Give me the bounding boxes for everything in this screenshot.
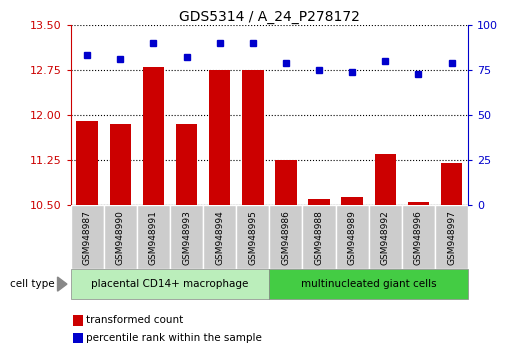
Text: GSM948988: GSM948988	[314, 210, 324, 265]
Text: GSM948995: GSM948995	[248, 210, 257, 265]
FancyBboxPatch shape	[236, 205, 269, 269]
FancyBboxPatch shape	[104, 205, 137, 269]
Text: GSM948993: GSM948993	[182, 210, 191, 265]
FancyBboxPatch shape	[402, 205, 435, 269]
Text: GSM948986: GSM948986	[281, 210, 290, 265]
Text: GSM948990: GSM948990	[116, 210, 125, 265]
FancyBboxPatch shape	[137, 205, 170, 269]
FancyBboxPatch shape	[203, 205, 236, 269]
Text: cell type: cell type	[10, 279, 55, 289]
Text: placental CD14+ macrophage: placental CD14+ macrophage	[92, 279, 248, 289]
Bar	[76, 121, 98, 205]
Text: transformed count: transformed count	[86, 315, 184, 325]
Bar	[275, 160, 297, 205]
Text: GSM948987: GSM948987	[83, 210, 92, 265]
Title: GDS5314 / A_24_P278172: GDS5314 / A_24_P278172	[179, 10, 360, 24]
FancyBboxPatch shape	[369, 205, 402, 269]
FancyBboxPatch shape	[71, 269, 269, 299]
Bar	[109, 124, 131, 205]
FancyBboxPatch shape	[269, 205, 302, 269]
Bar	[441, 163, 462, 205]
FancyBboxPatch shape	[336, 205, 369, 269]
Bar	[176, 124, 197, 205]
FancyBboxPatch shape	[435, 205, 468, 269]
Text: GSM948996: GSM948996	[414, 210, 423, 265]
Text: GSM948997: GSM948997	[447, 210, 456, 265]
Bar	[342, 198, 363, 205]
Bar	[374, 154, 396, 205]
Bar	[209, 70, 231, 205]
FancyBboxPatch shape	[302, 205, 336, 269]
Bar	[242, 70, 264, 205]
FancyBboxPatch shape	[170, 205, 203, 269]
Bar	[407, 202, 429, 205]
Text: GSM948994: GSM948994	[215, 210, 224, 264]
Text: percentile rank within the sample: percentile rank within the sample	[86, 333, 262, 343]
Text: GSM948991: GSM948991	[149, 210, 158, 265]
Bar	[308, 199, 330, 205]
Bar	[143, 67, 164, 205]
Text: GSM948992: GSM948992	[381, 210, 390, 264]
FancyBboxPatch shape	[269, 269, 468, 299]
FancyBboxPatch shape	[71, 205, 104, 269]
Text: multinucleated giant cells: multinucleated giant cells	[301, 279, 437, 289]
Text: GSM948989: GSM948989	[348, 210, 357, 265]
